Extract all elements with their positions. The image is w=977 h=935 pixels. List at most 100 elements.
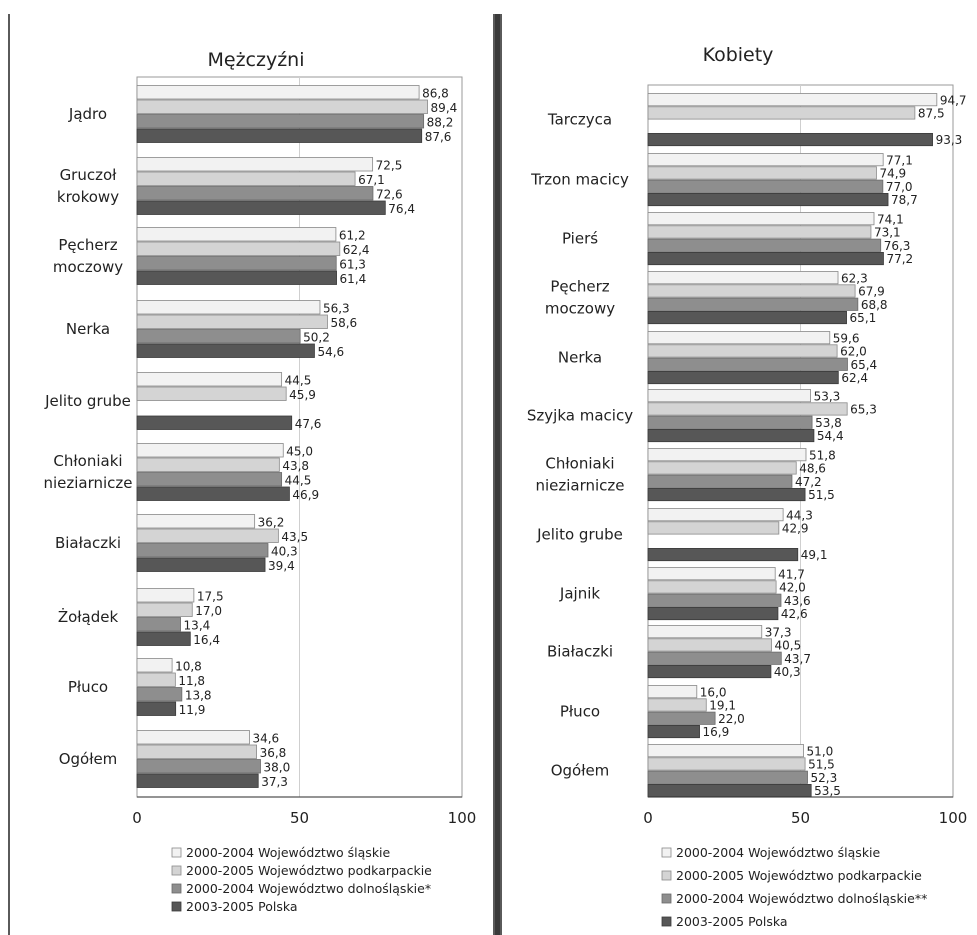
legend-swatch [662, 894, 671, 903]
bar [137, 774, 258, 788]
data-label: 74,1 [877, 212, 904, 226]
bar [137, 387, 286, 401]
data-label: 34,6 [252, 732, 279, 746]
data-label: 78,7 [891, 193, 918, 207]
bar [648, 745, 804, 757]
category-label: Pierś [562, 230, 598, 248]
category-label: Jajnik [559, 585, 600, 603]
data-label: 46,9 [292, 488, 319, 502]
data-label: 56,3 [323, 302, 350, 316]
bar [137, 473, 282, 487]
bar [137, 158, 373, 172]
data-label: 77,2 [886, 252, 913, 266]
data-label: 10,8 [175, 660, 202, 674]
bar [648, 213, 874, 225]
category-label: Chłoniaki nieziarnicze [535, 455, 624, 495]
bar [137, 603, 192, 617]
bar [648, 594, 781, 606]
legend-label: 2000-2005 Województwo podkarpackie [186, 863, 432, 878]
data-label: 58,6 [330, 316, 357, 330]
data-label: 54,4 [817, 429, 844, 443]
x-tick-label: 0 [643, 809, 653, 827]
data-label: 43,5 [281, 530, 308, 544]
category-label: Gruczoł krokowy [57, 166, 119, 206]
data-label: 51,5 [808, 488, 835, 502]
data-label: 61,4 [340, 272, 367, 286]
data-label: 62,3 [841, 271, 868, 285]
data-label: 40,3 [774, 665, 801, 679]
category-label: Ogółem [551, 762, 610, 780]
data-label: 74,9 [879, 167, 906, 181]
bar [648, 686, 697, 698]
bar [648, 133, 933, 145]
category-label: Ogółem [59, 750, 118, 768]
data-label: 54,6 [317, 345, 344, 359]
data-label: 11,8 [178, 674, 205, 688]
legend-label: 2003-2005 Polska [186, 899, 298, 914]
category-label: Nerka [558, 349, 602, 367]
data-label: 51,5 [808, 758, 835, 772]
category-label: Jądro [68, 105, 107, 123]
bar [648, 652, 781, 664]
data-label: 45,9 [289, 388, 316, 402]
bar [648, 581, 776, 593]
bar [648, 403, 847, 415]
data-label: 17,5 [197, 590, 224, 604]
data-label: 62,0 [840, 345, 867, 359]
legend-label: 2000-2004 Województwo śląskie [676, 845, 881, 860]
legend-label: 2003-2005 Polska [676, 914, 788, 929]
category-label: Trzon macicy [530, 171, 629, 189]
category-label: Tarczyca [547, 111, 612, 129]
bar [137, 544, 268, 558]
bar [648, 725, 700, 737]
legend-swatch [662, 848, 671, 857]
category-label: Nerka [66, 320, 110, 338]
data-label: 41,7 [778, 567, 805, 581]
data-label: 49,1 [801, 548, 828, 562]
data-label: 89,4 [431, 101, 458, 115]
data-label: 13,4 [184, 619, 211, 633]
data-label: 62,4 [841, 371, 868, 385]
data-label: 61,3 [339, 258, 366, 272]
bar [137, 129, 422, 143]
data-label: 72,5 [376, 159, 403, 173]
data-label: 44,5 [285, 374, 312, 388]
bar [137, 589, 194, 603]
category-label: Szyjka macicy [527, 407, 633, 425]
data-label: 77,0 [886, 180, 913, 194]
legend-swatch [172, 884, 181, 893]
data-label: 94,7 [940, 93, 967, 107]
data-label: 77,1 [886, 153, 913, 167]
x-tick-label: 50 [290, 809, 309, 827]
bar [648, 94, 937, 106]
data-label: 43,8 [282, 459, 309, 473]
bar [648, 488, 805, 500]
bar [137, 86, 419, 100]
bar [648, 239, 881, 251]
data-label: 38,0 [264, 761, 291, 775]
bar [137, 257, 336, 271]
category-label: Pęcherz moczowy [545, 278, 615, 318]
bar [648, 180, 883, 192]
men-bar-chart: 0 50 100Jądro86,889,488,287,6Gruczoł krokow… [43, 77, 476, 914]
category-label: Jelito grube [536, 526, 623, 544]
bar [648, 784, 811, 796]
data-label: 67,9 [858, 285, 885, 299]
bar [137, 201, 385, 215]
bar [137, 416, 292, 430]
bar [137, 529, 278, 543]
bar [648, 639, 772, 651]
category-label: Płuco [68, 678, 108, 696]
data-label: 86,8 [422, 87, 449, 101]
data-label: 87,6 [425, 130, 452, 144]
x-tick-label: 50 [791, 809, 810, 827]
data-label: 59,6 [833, 331, 860, 345]
data-label: 17,0 [195, 604, 222, 618]
data-label: 87,5 [918, 107, 945, 121]
bar [648, 226, 871, 238]
data-label: 65,1 [850, 311, 877, 325]
bar [648, 462, 796, 474]
bar [648, 522, 779, 534]
data-label: 13,8 [185, 689, 212, 703]
data-label: 61,2 [339, 229, 366, 243]
